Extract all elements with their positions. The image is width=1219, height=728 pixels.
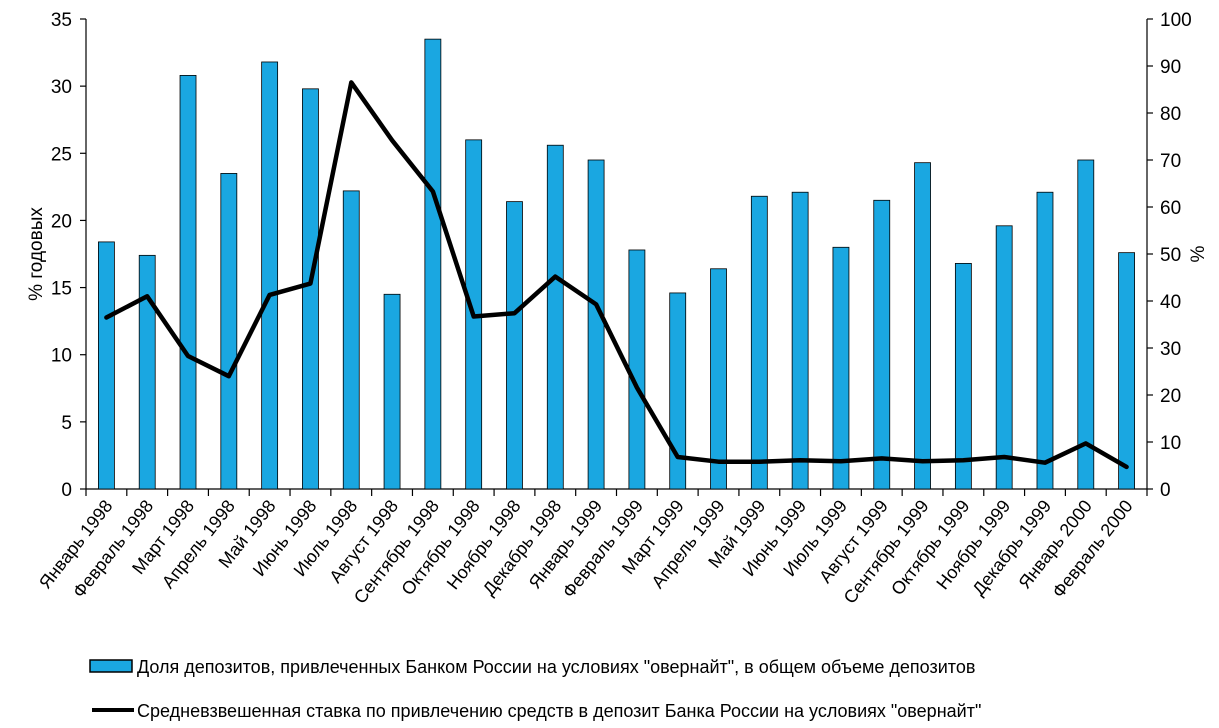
bar: [546, 144, 564, 490]
left-axis-title: % годовых: [26, 207, 47, 301]
bar: [138, 254, 156, 490]
bar: [1077, 159, 1095, 490]
bar: [179, 75, 197, 490]
bar: [587, 159, 605, 490]
right-tick-label: 100: [1160, 10, 1192, 31]
left-tick-label: 15: [51, 279, 72, 300]
left-tick-label: 30: [51, 77, 72, 98]
bar: [342, 190, 360, 490]
legend-line-label: Средневзвешенная ставка по привлечению с…: [137, 701, 981, 721]
bar: [832, 246, 850, 490]
bar: [791, 191, 809, 490]
bar: [220, 173, 238, 490]
right-axis-tick-labels: 0 10 20 30 40 50 60 70 80 90 100: [1160, 10, 1192, 501]
bar: [669, 292, 687, 490]
left-tick-label: 10: [51, 346, 72, 367]
line-path: [104, 80, 1129, 470]
legend: Доля депозитов, привлеченных Банком Росс…: [89, 657, 981, 721]
left-tick-label: 25: [51, 144, 72, 165]
left-tick-label: 20: [51, 211, 72, 232]
right-tick-label: 80: [1160, 104, 1181, 125]
bar-series: [98, 38, 1135, 490]
left-tick-label: 35: [51, 10, 72, 31]
bar: [383, 293, 401, 490]
bar: [710, 268, 727, 490]
bar: [424, 38, 442, 490]
legend-bar-swatch: [89, 659, 133, 673]
left-tick-label: 5: [61, 413, 72, 434]
bar: [954, 262, 972, 490]
right-tick-label: 60: [1160, 198, 1181, 219]
axes: [80, 18, 1153, 496]
bar: [914, 162, 931, 490]
bar: [506, 201, 523, 490]
right-tick-label: 30: [1160, 339, 1181, 360]
bar: [1118, 252, 1135, 490]
bar: [261, 61, 279, 490]
left-tick-label: 0: [61, 480, 72, 501]
legend-bar-label: Доля депозитов, привлеченных Банком Росс…: [137, 657, 975, 677]
right-tick-label: 20: [1160, 386, 1181, 407]
right-tick-label: 70: [1160, 151, 1181, 172]
bar: [302, 88, 319, 490]
bar: [873, 199, 891, 490]
right-tick-label: 40: [1160, 292, 1181, 313]
right-tick-label: 0: [1160, 480, 1171, 501]
bar: [1036, 191, 1054, 490]
bar: [98, 241, 115, 490]
bar: [750, 195, 768, 490]
left-axis-tick-labels: 0 5 10 15 20 25 30 35: [51, 10, 72, 501]
right-tick-label: 50: [1160, 245, 1181, 266]
line-series: [104, 80, 1129, 470]
right-axis-title: %: [1188, 245, 1209, 262]
bar: [628, 249, 646, 490]
right-tick-label: 90: [1160, 57, 1181, 78]
bar: [995, 225, 1013, 490]
right-tick-label: 10: [1160, 433, 1181, 454]
